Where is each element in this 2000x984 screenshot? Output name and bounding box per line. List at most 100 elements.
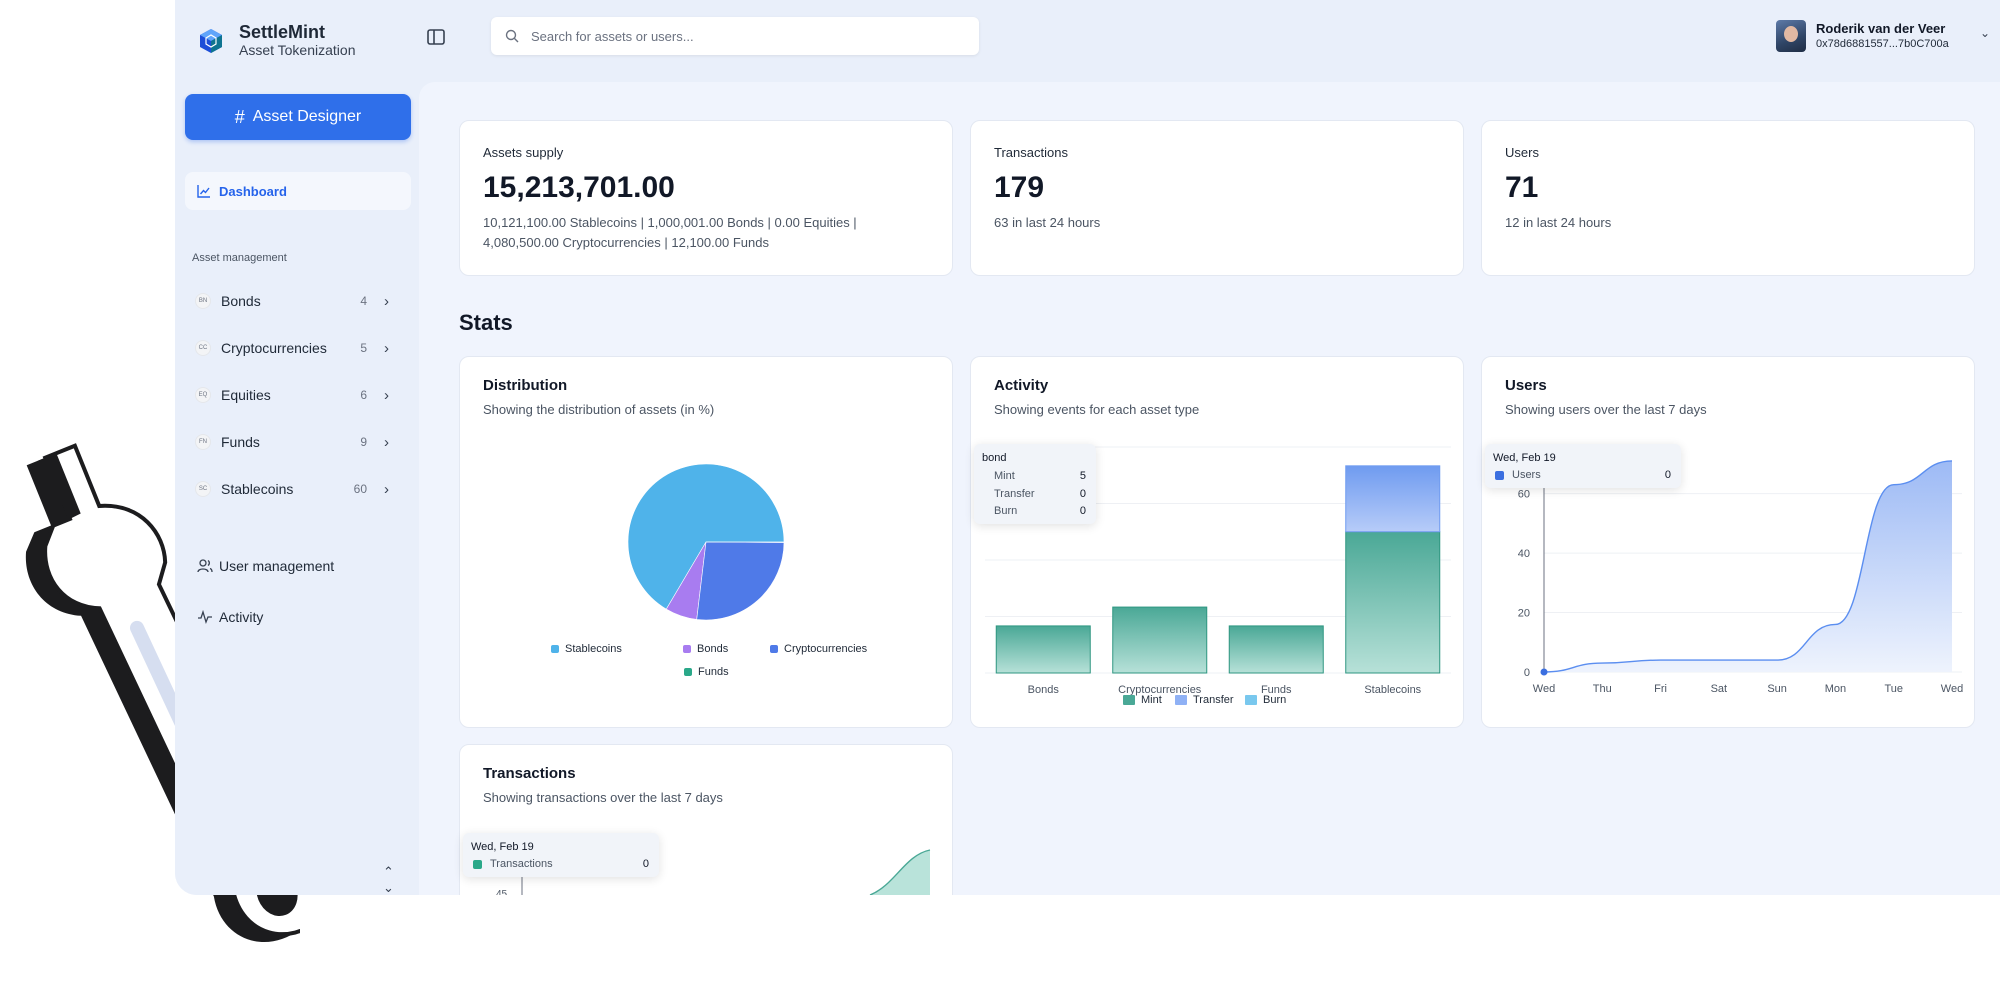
- activity-tooltip: bond Mint 5 Transfer 0 Burn 0: [974, 444, 1096, 524]
- tooltip-label: Transfer: [994, 488, 1035, 500]
- sidebar-item-cryptocurrencies[interactable]: CC Cryptocurrencies 5 ›: [195, 336, 395, 360]
- distribution-pie-chart: [627, 463, 785, 621]
- brand[interactable]: SettleMint Asset Tokenization: [197, 22, 355, 59]
- y-tick-label: 20: [1518, 608, 1530, 620]
- asset-label: Equities: [221, 387, 271, 403]
- search-box[interactable]: [491, 17, 979, 55]
- main-content: Assets supply 15,213,701.00 10,121,100.0…: [419, 82, 2000, 895]
- legend-swatch: [683, 645, 691, 653]
- sidebar-item-user-management[interactable]: User management: [197, 558, 334, 574]
- sidebar-item-equities[interactable]: EQ Equities 6 ›: [195, 383, 395, 407]
- dashboard-label: Dashboard: [219, 183, 287, 199]
- stat-description: 10,121,100.00 Stablecoins | 1,000,001.00…: [483, 215, 857, 250]
- sidebar-item-bonds[interactable]: BN Bonds 4 ›: [195, 289, 395, 313]
- stats-heading: Stats: [459, 310, 513, 335]
- tooltip-swatch: [473, 860, 482, 869]
- settlemint-logo-icon: [200, 28, 222, 53]
- legend-item-mint: Mint: [1123, 694, 1162, 706]
- asset-designer-button[interactable]: # Asset Designer: [185, 94, 411, 140]
- users-chart-card: Users Showing users over the last 7 days…: [1481, 356, 1975, 728]
- tooltip-date: Wed, Feb 19: [1493, 452, 1556, 464]
- bar-bonds-mint: [995, 625, 1091, 674]
- user-name: Roderik van der Veer: [1816, 21, 1946, 36]
- tooltip-label: Burn: [994, 505, 1018, 517]
- legend-label: Mint: [1141, 694, 1162, 706]
- tooltip-label: Users: [1512, 469, 1541, 481]
- card-title: Transactions: [483, 765, 576, 782]
- card-title: Activity: [994, 377, 1049, 394]
- asset-label: Cryptocurrencies: [221, 340, 327, 356]
- tooltip-value: 0: [642, 858, 649, 870]
- sidebar-item-dashboard[interactable]: Dashboard: [185, 172, 411, 210]
- stat-label: Users: [1505, 145, 1539, 160]
- legend-item-bonds: Bonds: [683, 643, 728, 655]
- activity-label: Activity: [219, 609, 264, 625]
- transactions-chart-card: Transactions Showing transactions over t…: [459, 744, 953, 895]
- chevron-down-icon[interactable]: ⌄: [1980, 26, 1991, 40]
- asset-count: 5: [360, 341, 367, 355]
- tooltip-date: Wed, Feb 19: [471, 841, 534, 853]
- legend-label: Burn: [1263, 694, 1287, 706]
- brand-subtitle: Asset Tokenization: [239, 42, 356, 58]
- sidebar-item-funds[interactable]: FN Funds 9 ›: [195, 430, 395, 454]
- legend-label: Funds: [698, 666, 729, 678]
- user-menu[interactable]: Roderik van der Veer 0x78d6881557...7b0C…: [1776, 20, 1949, 52]
- legend-swatch: [684, 668, 692, 676]
- legend-item-funds: Funds: [684, 666, 729, 678]
- y-tick-label: 60: [1518, 489, 1530, 501]
- legend-label: Bonds: [697, 643, 729, 655]
- stat-value: 71: [1505, 171, 1539, 204]
- asset-label: Funds: [221, 434, 260, 450]
- asset-count: 9: [360, 435, 367, 449]
- x-tick-label: Funds: [1261, 684, 1292, 696]
- x-tick-label: Sat: [1711, 683, 1728, 695]
- stat-description: 12 in last 24 hours: [1505, 215, 1612, 230]
- brand-name: SettleMint: [239, 22, 326, 42]
- chevron-right-icon: ›: [384, 480, 389, 498]
- legend-label: Cryptocurrencies: [784, 643, 868, 655]
- x-tick-label: Fri: [1654, 683, 1667, 695]
- stat-value: 15,213,701.00: [483, 171, 675, 204]
- chevrons-up-down-icon[interactable]: ⌃ ⌄: [383, 864, 394, 895]
- chevron-right-icon: ›: [384, 292, 389, 310]
- user-management-label: User management: [219, 558, 335, 574]
- app-window: SettleMint Asset Tokenization # Asset De…: [175, 0, 2000, 895]
- asset-badge: FN: [195, 434, 211, 450]
- search-icon: [505, 29, 519, 43]
- section-label-asset-management: Asset management: [192, 252, 287, 264]
- stat-card-users: Users 71 12 in last 24 hours: [1481, 120, 1975, 276]
- pie-slice-stablecoins: [627, 463, 785, 610]
- tooltip-label: Transactions: [490, 858, 553, 870]
- x-tick-label: Thu: [1593, 683, 1612, 695]
- asset-designer-label: Asset Designer: [252, 108, 362, 125]
- stat-label: Transactions: [994, 145, 1068, 160]
- y-tick-label: 40: [1518, 548, 1530, 560]
- sidebar-toggle-icon[interactable]: [426, 27, 446, 47]
- legend-swatch: [1175, 695, 1187, 705]
- sidebar-item-activity[interactable]: Activity: [197, 609, 263, 625]
- tooltip-label: Mint: [994, 470, 1015, 482]
- chevron-right-icon: ›: [384, 433, 389, 451]
- asset-count: 6: [360, 388, 367, 402]
- legend-item-cryptocurrencies: Cryptocurrencies: [770, 643, 867, 655]
- bar-cryptocurrencies-mint: [1112, 606, 1208, 674]
- x-tick-label: Tue: [1884, 683, 1903, 695]
- asset-label: Stablecoins: [221, 481, 294, 497]
- legend-swatch: [1245, 695, 1257, 705]
- bar-funds-mint: [1228, 625, 1324, 674]
- legend-item-burn: Burn: [1245, 694, 1286, 706]
- stat-description: 63 in last 24 hours: [994, 215, 1101, 230]
- search-input[interactable]: [531, 28, 951, 44]
- users-icon: [197, 559, 213, 573]
- tooltip-value: 0: [1079, 505, 1086, 517]
- tooltip-value: 0: [1079, 488, 1086, 500]
- activity-bar-chart: Bonds Cryptocurrencies Funds Stablecoins: [985, 446, 1451, 696]
- asset-badge: CC: [195, 340, 211, 356]
- x-tick-label: Cryptocurrencies: [1118, 684, 1202, 696]
- sidebar-item-stablecoins[interactable]: SC Stablecoins 60 ›: [195, 477, 395, 501]
- x-tick-label: Sun: [1767, 683, 1787, 695]
- tooltip-value: 5: [1079, 470, 1086, 482]
- tooltip-title: bond: [982, 452, 1007, 464]
- users-area-chart: 0 20 40 60 Wed Thu Fri Sat Sun Mon Tue Wed: [1518, 457, 1963, 695]
- transactions-area: [870, 850, 930, 895]
